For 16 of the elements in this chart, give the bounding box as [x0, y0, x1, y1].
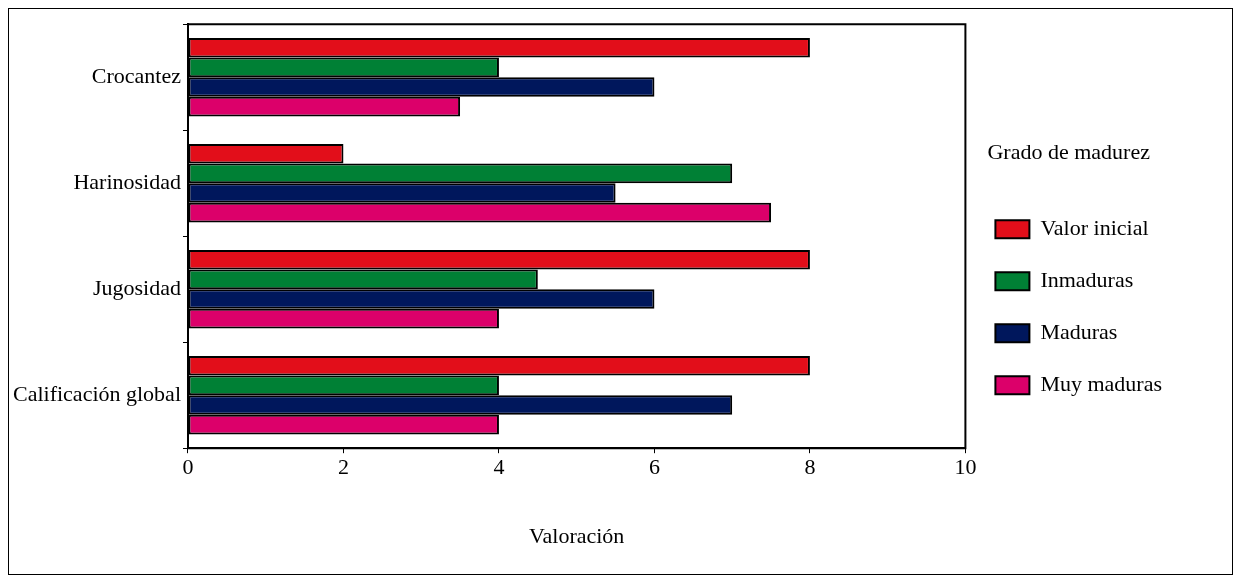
- x-tick-label: 4: [493, 454, 505, 480]
- y-tick-label: Jugosidad: [93, 274, 181, 300]
- x-tick-label: 10: [954, 454, 977, 480]
- legend-label: Muy maduras: [1040, 370, 1162, 396]
- x-tick-label: 2: [337, 454, 349, 480]
- y-tick-label: Crocantez: [91, 62, 182, 88]
- x-tick-label: 0: [182, 454, 194, 480]
- legend-label: Inmaduras: [1040, 266, 1134, 292]
- y-tick-label: Calificación global: [13, 380, 181, 406]
- legend-label: Valor inicial: [1040, 214, 1149, 240]
- legend-label: Maduras: [1040, 318, 1118, 344]
- x-tick-label: 6: [648, 454, 660, 480]
- x-axis-title: Valoración: [529, 522, 625, 548]
- x-tick-label: 8: [804, 454, 816, 480]
- legend-title: Grado de madurez: [987, 138, 1151, 164]
- y-tick-label: Harinosidad: [73, 168, 181, 194]
